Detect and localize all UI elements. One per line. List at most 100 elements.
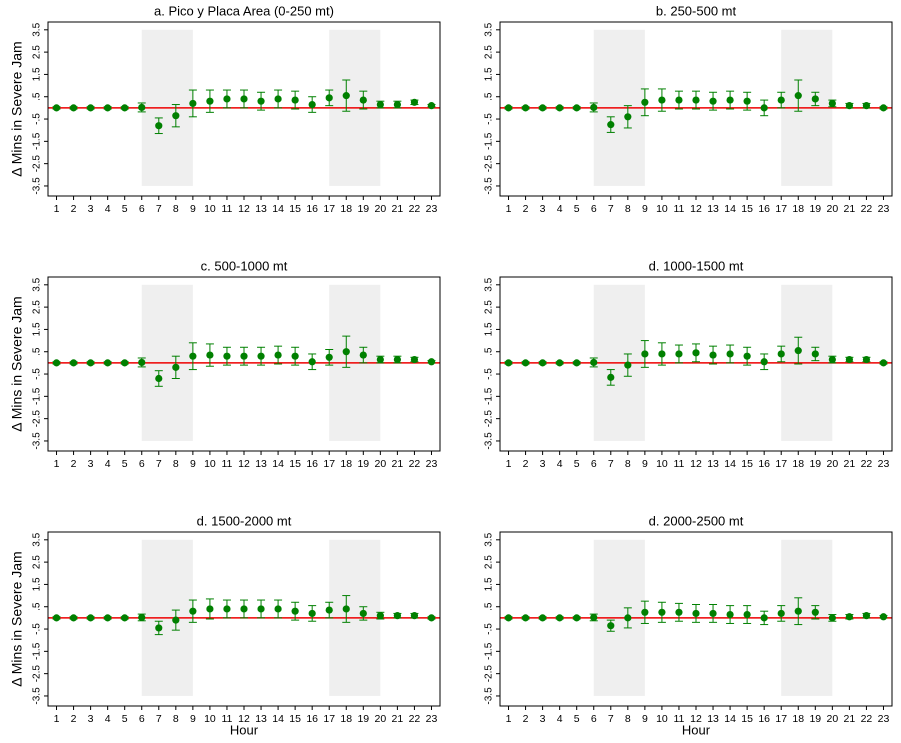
point [862,612,871,620]
x-tick-label: 17 [775,713,787,725]
point [709,351,717,359]
point [811,95,819,103]
y-tick-label: 3.5 [484,22,495,36]
y-tick-label: 1.5 [32,67,43,81]
point [257,605,265,613]
x-tick-label: 7 [608,203,614,215]
x-tick-label: 2 [523,458,529,470]
y-tick-label: -3.5 [32,177,43,195]
x-tick-label: 15 [741,458,753,470]
panel-title: b. 250-500 mt [656,3,737,18]
x-tick-label: 6 [139,458,145,470]
point [726,96,734,104]
point [862,355,871,364]
point [393,612,401,620]
x-tick-label: 22 [861,713,873,725]
point [138,358,146,367]
x-tick-label: 23 [426,458,438,470]
x-tick-label: 5 [122,203,128,215]
x-axis-label: Hour [230,722,259,737]
point [240,605,248,613]
y-tick-label: .5 [484,347,495,356]
x-tick-label: 13 [707,203,719,215]
x-tick-label: 19 [357,203,369,215]
point [777,96,785,104]
x-tick-label: 18 [340,713,352,725]
point [52,104,61,112]
point [811,608,819,616]
point [862,102,871,110]
point [760,104,768,112]
y-tick-label: 3.5 [32,22,43,36]
x-tick-label: 6 [139,203,145,215]
y-tick-label: .5 [32,92,43,101]
x-tick-label: 5 [122,713,128,725]
point [726,350,734,358]
point [206,605,214,613]
y-tick-label: -1.5 [32,387,43,405]
x-tick-label: 14 [272,458,284,470]
x-tick-label: 12 [238,458,250,470]
point [325,94,333,102]
y-tick-label: -.5 [484,368,495,380]
point [291,352,299,360]
point [692,96,700,104]
point [427,614,436,622]
point [641,350,649,358]
point [590,358,598,367]
x-tick-label: 5 [574,713,580,725]
point [879,613,888,621]
x-tick-label: 12 [690,458,702,470]
point [206,351,214,359]
x-axis-label: Hour [682,722,711,737]
y-tick-label: -2.5 [484,665,495,683]
point [573,614,581,622]
point [521,359,530,367]
x-tick-label: 10 [656,713,668,725]
point [607,373,615,381]
y-tick-label: 2.5 [32,300,43,314]
panel: b. 250-500 mt -3.5 -2.5 -1.5 -.5 .5 1.5 2.5 3.5 1… [484,3,893,215]
x-tick-label: 12 [690,713,702,725]
y-tick-label: -2.5 [484,410,495,428]
x-tick-label: 11 [222,203,233,215]
y-tick-label: -3.5 [484,432,495,450]
point [155,624,163,632]
y-tick-label: -.5 [32,113,43,125]
x-tick-label: 19 [357,713,369,725]
x-tick-label: 9 [642,458,648,470]
point [69,359,78,367]
x-tick-label: 8 [173,458,179,470]
x-tick-label: 14 [724,203,736,215]
y-tick-label: 1.5 [484,577,495,591]
point [504,359,513,367]
point [87,614,95,622]
point [760,358,768,366]
point [709,609,717,618]
x-tick-label: 17 [323,203,335,215]
x-tick-label: 15 [289,713,301,725]
x-tick-label: 22 [861,458,873,470]
x-tick-label: 3 [88,713,94,725]
y-tick-label: -1.5 [32,132,43,150]
x-tick-label: 21 [844,458,856,470]
x-tick-label: 2 [71,203,77,215]
point [743,610,751,619]
y-tick-label: -.5 [484,113,495,125]
y-tick-label: 2.5 [484,300,495,314]
x-tick-label: 20 [827,713,839,725]
point [845,355,853,364]
point [521,104,530,112]
x-tick-label: 8 [173,713,179,725]
x-tick-label: 9 [190,458,196,470]
x-tick-label: 23 [426,203,438,215]
x-tick-label: 19 [809,458,821,470]
point [590,613,598,622]
point [743,352,751,360]
point [342,605,350,613]
point [393,355,401,364]
point [573,104,581,112]
point [573,359,581,367]
y-axis-label: Δ Mins in Severe Jam [9,296,25,431]
point [607,121,615,129]
